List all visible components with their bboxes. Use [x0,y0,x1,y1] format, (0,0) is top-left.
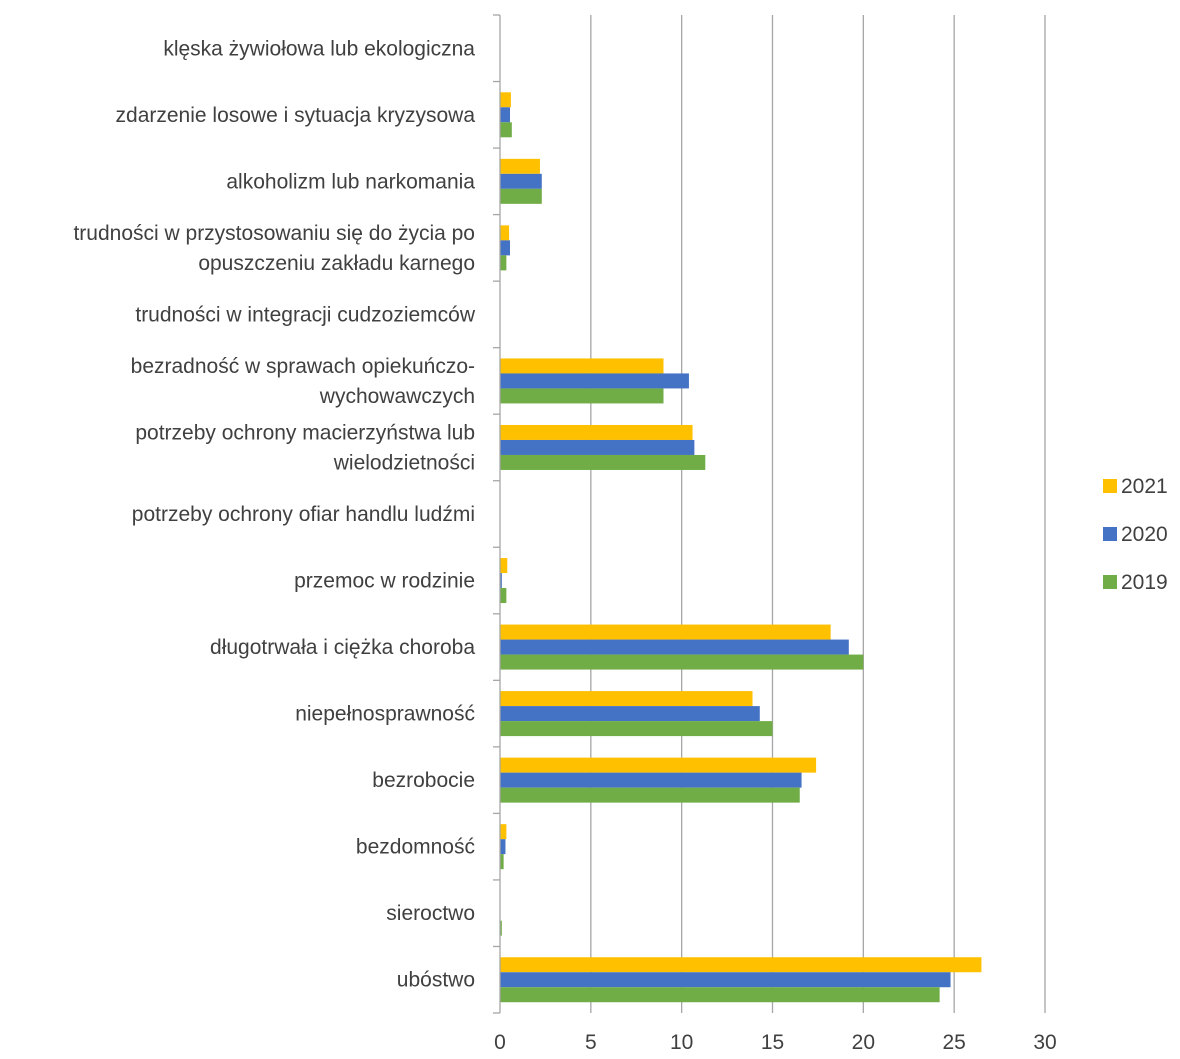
bar-2021-1 [500,92,511,108]
legend-swatch-2020 [1103,527,1117,541]
bar-2019-2 [500,188,542,204]
category-label: alkoholizm lub narkomania [226,170,475,193]
bar-2021-2 [500,158,540,174]
bar-2019-5 [500,388,664,404]
bar-2021-5 [500,358,664,374]
axes [493,14,501,1014]
bar-2021-3 [500,225,510,241]
bar-2021-9 [500,624,831,640]
legend-swatch-2019 [1103,575,1117,589]
bar-2019-3 [500,255,507,271]
bar-2019-13 [500,920,502,936]
bar-2021-12 [500,824,507,840]
bar-2021-10 [500,691,753,707]
category-label: klęska żywiołowa lub ekologiczna [163,37,475,60]
category-label: niepełnosprawność [295,703,475,726]
category-labels: klęska żywiołowa lub ekologiczna zdarzeni… [73,37,475,991]
bar-2020-11 [500,772,802,788]
bar-2019-6 [500,454,706,470]
bar-2020-6 [500,439,695,455]
category-label: bezradność w sprawach opiekuńczo-wychowa… [131,355,475,408]
bar-2019-8 [500,588,507,604]
bar-2019-10 [500,721,773,737]
bar-2020-10 [500,706,760,722]
bar-2021-6 [500,424,693,440]
legend-label-2021: 2021 [1121,475,1168,498]
legend-swatch-2021 [1103,479,1117,493]
x-tick-label: 30 [1033,1031,1056,1054]
category-label: zdarzenie losowe i sytuacja kryzysowa [116,104,476,127]
category-label: potrzeby ochrony macierzyństwa lub wielod… [135,421,475,474]
bar-2020-5 [500,373,689,389]
bars [500,92,982,1003]
bar-2020-3 [500,240,510,256]
x-tick-label: 20 [852,1031,875,1054]
bar-2020-9 [500,639,849,655]
bar-2020-2 [500,173,542,189]
bar-2019-9 [500,654,864,670]
bar-2020-14 [500,972,951,988]
category-label: trudności w przystosowaniu się do życia … [73,222,475,275]
category-label: potrzeby ochrony ofiar handlu ludźmi [132,503,475,526]
category-label: ubóstwo [397,969,475,992]
x-tick-label: 25 [942,1031,965,1054]
x-tick-label: 5 [585,1031,597,1054]
category-label: przemoc w rodzinie [294,570,475,593]
x-tick-label: 0 [494,1031,506,1054]
bar-2019-11 [500,787,800,803]
bar-2021-11 [500,757,817,773]
legend-label-2020: 2020 [1121,523,1168,546]
bar-2019-1 [500,122,512,138]
category-label: bezdomność [356,836,475,859]
category-label: bezrobocie [372,769,475,792]
tick-labels: 0 5 10 15 20 25 30 [494,1031,1057,1054]
gridlines [590,15,1046,1013]
legend: 2021 2020 2019 [1103,475,1168,594]
bar-2020-8 [500,573,502,589]
bar-2019-12 [500,854,504,870]
bar-2019-14 [500,987,940,1003]
category-label: długotrwała i ciężka choroba [210,636,475,659]
bar-2021-14 [500,957,982,973]
bar-2020-12 [500,839,506,855]
bar-2020-1 [500,107,510,123]
category-label: sieroctwo [386,902,475,925]
x-tick-label: 10 [670,1031,693,1054]
category-label: trudności w integracji cudzoziemców [135,303,475,326]
x-tick-label: 15 [761,1031,784,1054]
legend-label-2019: 2019 [1121,571,1168,594]
bar-2021-8 [500,558,508,574]
